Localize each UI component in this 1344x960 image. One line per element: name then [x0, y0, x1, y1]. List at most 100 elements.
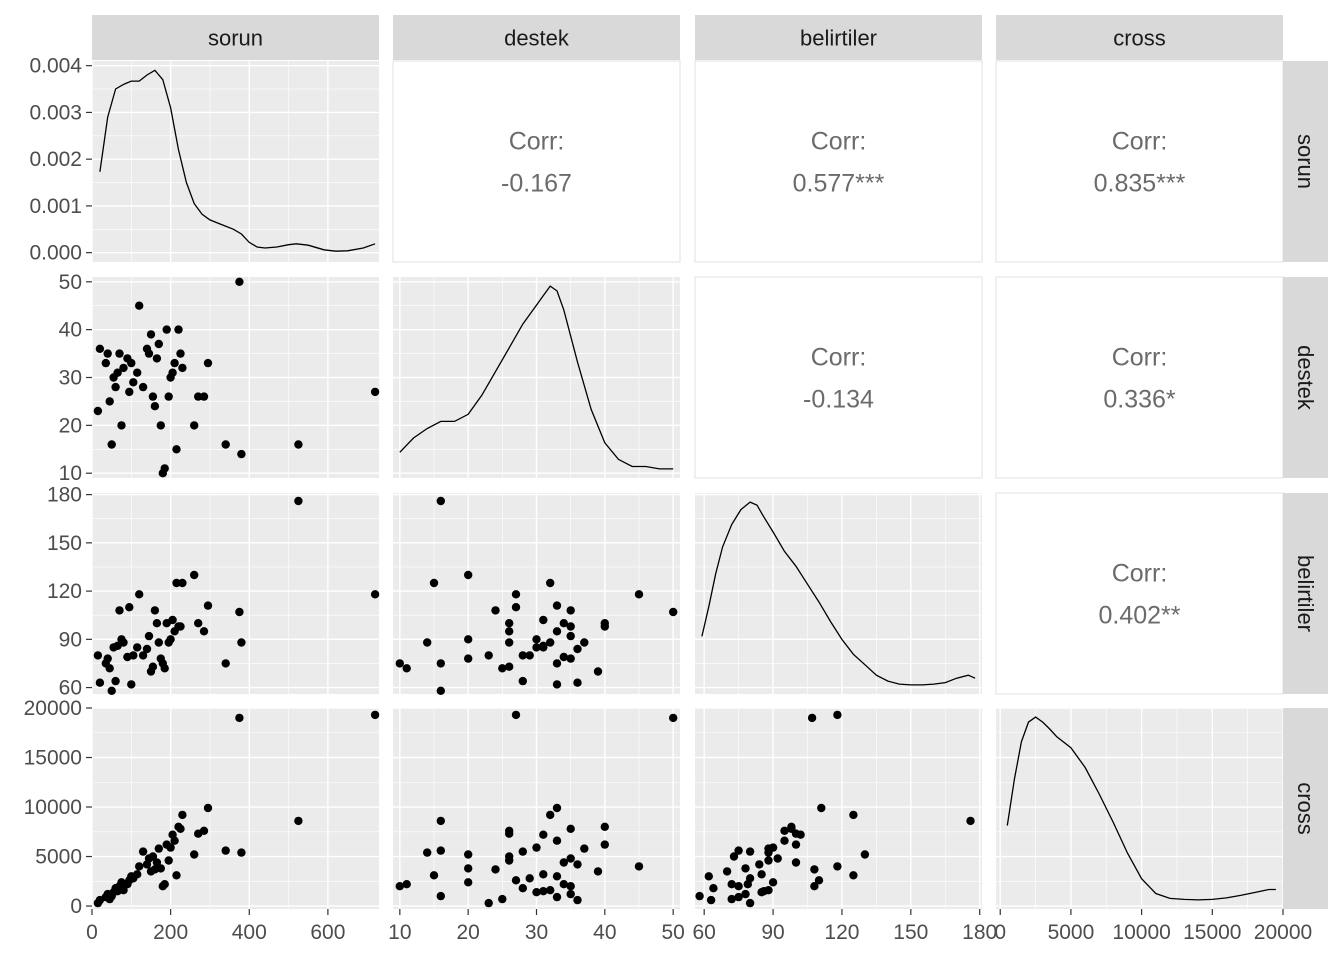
- x-tick-label: 180: [962, 921, 997, 944]
- scatter-point: [105, 397, 114, 406]
- scatter-point: [294, 440, 303, 449]
- scatter-point: [178, 578, 187, 588]
- scatter-point: [129, 378, 138, 387]
- strip-right-bg: [1283, 277, 1328, 478]
- scatter-point: [511, 603, 521, 612]
- scatter-point: [133, 368, 142, 377]
- scatter-point: [168, 368, 177, 377]
- density-curve-cross: [1006, 716, 1276, 901]
- scatter-point: [566, 882, 575, 891]
- scatter-point: [552, 601, 562, 610]
- scatter-point: [160, 464, 169, 473]
- y-tick-label: 150: [47, 532, 82, 555]
- scatter-point: [734, 892, 743, 902]
- strip-top-belirtiler: belirtiler: [695, 15, 982, 60]
- panel-sorun-cross: Corr: 0.835***: [995, 60, 1284, 263]
- y-tick-label: 0.000: [29, 242, 82, 265]
- scatter-point: [580, 844, 589, 853]
- scatter-point: [532, 843, 541, 852]
- corr-title: Corr:: [1112, 344, 1168, 372]
- strip-top-bg: [996, 15, 1283, 60]
- x-tick-label: 90: [761, 921, 784, 944]
- scatter-point: [727, 894, 736, 904]
- corr-panel-bg: [995, 492, 1284, 695]
- scatter-point: [436, 891, 445, 901]
- strip-right-bg: [1283, 493, 1328, 694]
- scatter-point: [539, 830, 548, 839]
- y-tick-label: 0.004: [29, 55, 82, 78]
- scatter-point: [566, 889, 575, 899]
- corr-title: Corr:: [509, 128, 565, 156]
- y-tick-label: 40: [59, 319, 82, 342]
- scatter-point: [115, 606, 124, 615]
- scatter-point: [491, 606, 500, 615]
- scatter-point: [573, 860, 582, 869]
- scatter-point: [162, 325, 171, 334]
- scatter-point: [423, 638, 432, 647]
- strip-top-destek: destek: [393, 15, 680, 60]
- scatter-point: [152, 858, 162, 867]
- scatter-point: [849, 810, 858, 820]
- scatter-point: [111, 382, 120, 392]
- x-tick-label: 60: [693, 921, 716, 944]
- x-tick-label: 10: [388, 921, 411, 944]
- scatter-point: [532, 643, 541, 652]
- scatter-point: [505, 638, 514, 647]
- scatter-point: [237, 848, 246, 857]
- scatter-point: [539, 643, 548, 652]
- scatter-point: [810, 865, 819, 874]
- x-tick-label: 10000: [1112, 921, 1170, 944]
- scatter-point: [498, 894, 507, 904]
- scatter-point: [518, 847, 527, 856]
- scatter-point: [168, 615, 177, 625]
- corr-title: Corr:: [1112, 560, 1168, 588]
- scatter-point: [402, 664, 411, 673]
- strip-right-label: sorun: [1293, 134, 1318, 189]
- scatter-point: [860, 850, 870, 859]
- scatter-point: [190, 850, 199, 859]
- scatter-point: [559, 619, 568, 628]
- scatter-point: [780, 826, 789, 835]
- scatter-point: [395, 659, 404, 668]
- scatter-point: [93, 651, 103, 660]
- scatter-point: [817, 803, 826, 813]
- scatter-point: [436, 686, 445, 695]
- scatter-point: [546, 578, 555, 588]
- x-axis-belirtiler: 60 90 120 150 180: [693, 909, 997, 944]
- scatter-point: [152, 619, 162, 628]
- scatter-point: [154, 339, 163, 349]
- scatter-point: [436, 846, 445, 855]
- scatter-point: [148, 392, 158, 401]
- y-tick-label: 60: [59, 677, 82, 700]
- panel-cross-sorun: [91, 707, 380, 909]
- scatter-point: [203, 601, 213, 610]
- scatter-point: [566, 631, 575, 641]
- x-tick-label: 50: [661, 921, 684, 944]
- scatter-point: [580, 638, 589, 647]
- scatter-point: [764, 886, 773, 895]
- scatter-point: [552, 627, 562, 636]
- scatter-point: [172, 578, 181, 588]
- scatter-point: [370, 710, 380, 720]
- panels: Corr:-0.167Corr:0.577***Corr:0.835***Cor…: [91, 60, 1284, 909]
- scatter-point: [113, 368, 122, 377]
- scatter-point: [833, 710, 842, 720]
- scatter-point: [395, 882, 404, 891]
- x-tick-label: 0: [994, 921, 1006, 944]
- scatter-point: [178, 810, 187, 820]
- scatter-point: [745, 874, 755, 883]
- corr-title: Corr:: [811, 344, 867, 372]
- scatter-point: [117, 421, 126, 430]
- corr-panel-bg: [995, 60, 1284, 263]
- scatter-point: [791, 858, 801, 867]
- scatter-point: [532, 888, 541, 897]
- panel-bg: [695, 708, 982, 909]
- scatter-point: [172, 445, 181, 454]
- scatter-point: [436, 659, 445, 668]
- scatter-point: [178, 363, 187, 373]
- scatter-point: [119, 886, 128, 895]
- scatter-point: [125, 603, 134, 612]
- scatter-point: [142, 644, 152, 654]
- scatter-point: [135, 590, 144, 599]
